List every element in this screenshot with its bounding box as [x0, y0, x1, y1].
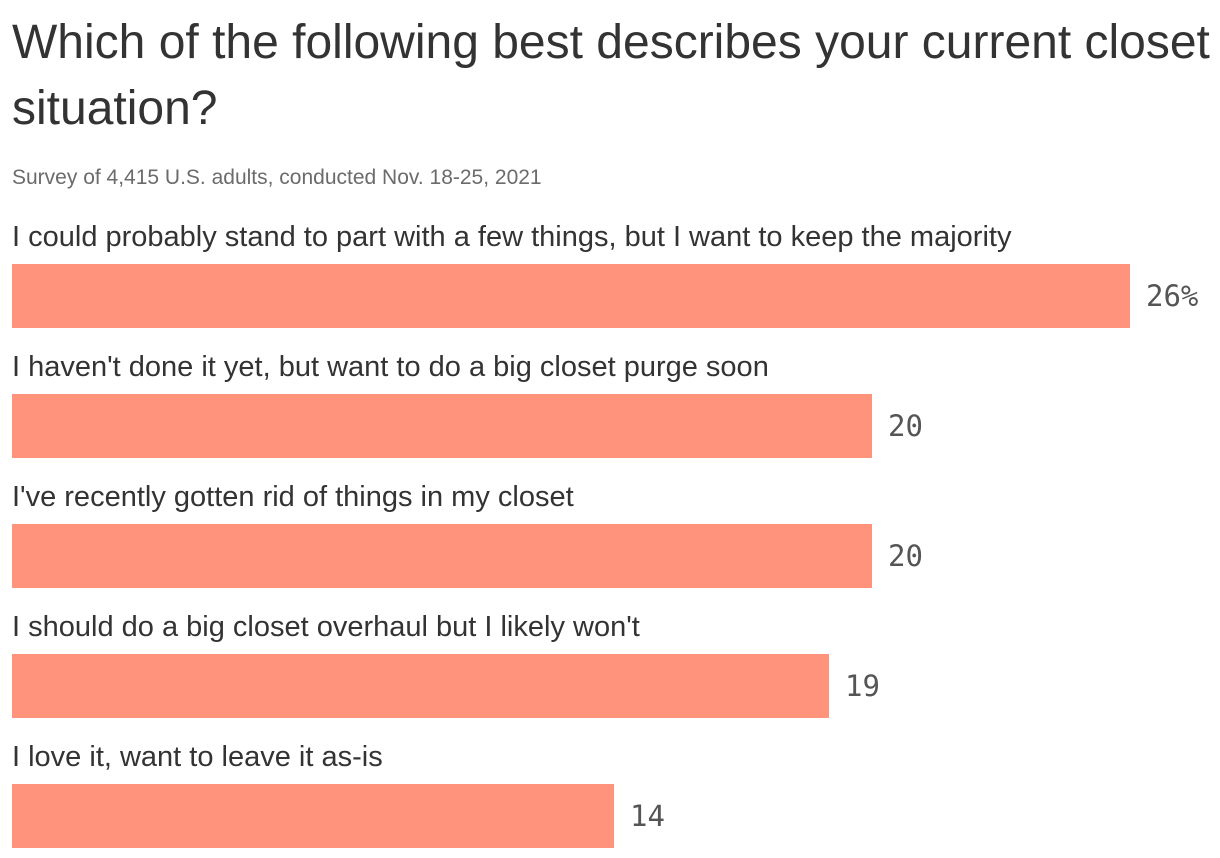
bar [12, 784, 614, 848]
value-label: 26% [1146, 279, 1198, 313]
chart-subtitle: Survey of 4,415 U.S. adults, conducted N… [12, 166, 542, 189]
category-label: I should do a big closet overhaul but I … [12, 611, 640, 643]
category-label: I love it, want to leave it as-is [12, 741, 383, 773]
chart-title: Which of the following best describes yo… [12, 16, 1210, 135]
category-label: I haven't done it yet, but want to do a … [12, 351, 769, 383]
bar [12, 264, 1130, 328]
value-label: 19 [845, 669, 880, 703]
bar [12, 524, 872, 588]
bar [12, 394, 872, 458]
value-label: 20 [888, 539, 923, 573]
category-label: I could probably stand to part with a fe… [12, 221, 1012, 253]
bar [12, 654, 829, 718]
value-label: 20 [888, 409, 923, 443]
value-label: 14 [630, 799, 665, 833]
category-label: I've recently gotten rid of things in my… [12, 481, 574, 513]
